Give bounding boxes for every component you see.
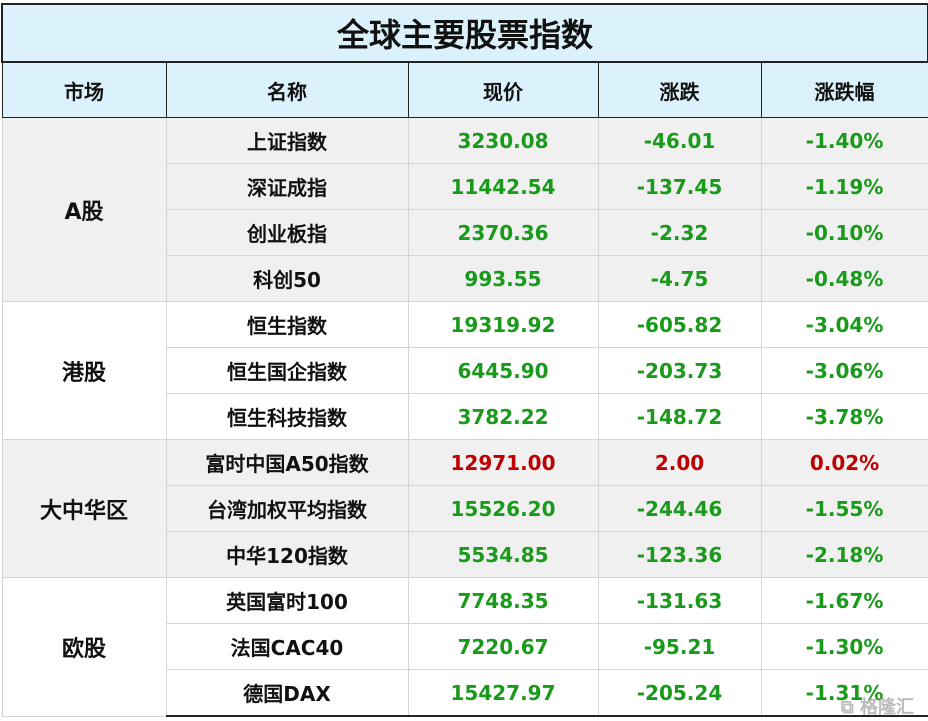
index-name: 上证指数 (165, 117, 409, 164)
table-row: 德国DAX 15427.97 -205.24 -1.31% (2, 669, 928, 717)
table-row: 中华120指数 5534.85 -123.36 -2.18% (2, 531, 928, 578)
table-title: 全球主要股票指数 (0, 3, 928, 63)
index-name: 科创50 (165, 255, 409, 302)
index-name: 英国富时100 (165, 577, 409, 624)
index-name: 富时中国A50指数 (165, 439, 409, 486)
table-row: 深证成指 11442.54 -137.45 -1.19% (2, 163, 928, 210)
index-change: -203.73 (597, 347, 762, 394)
index-pct: -0.10% (760, 209, 928, 256)
market-cell: 欧股 (1, 577, 167, 717)
table-row: A股 上证指数 3230.08 -46.01 -1.40% (1, 117, 928, 302)
table-row: 恒生科技指数 3782.22 -148.72 -3.78% (2, 393, 928, 440)
index-change: 2.00 (597, 439, 762, 486)
header-change: 涨跌 (597, 61, 762, 118)
index-change: -137.45 (597, 163, 762, 210)
index-name: 法国CAC40 (165, 623, 409, 670)
index-pct: -1.19% (760, 163, 928, 210)
index-pct: -2.18% (760, 531, 928, 578)
index-price: 15427.97 (407, 669, 599, 717)
index-price: 3230.08 (407, 117, 599, 164)
header-market: 市场 (1, 61, 167, 118)
table-row: 台湾加权平均指数 15526.20 -244.46 -1.55% (2, 485, 928, 532)
header-row: 市场 名称 现价 涨跌 涨跌幅 (1, 61, 928, 118)
table-row: 大中华区 富时中国A50指数 12971.00 2.00 0.02% (1, 439, 928, 578)
index-price: 7748.35 (407, 577, 599, 624)
index-name: 恒生国企指数 (165, 347, 409, 394)
index-name: 中华120指数 (165, 531, 409, 578)
header-price: 现价 (407, 61, 599, 118)
index-name: 德国DAX (165, 669, 409, 717)
index-price: 993.55 (407, 255, 599, 302)
table-row: 欧股 英国富时100 7748.35 -131.63 -1.67% (1, 577, 928, 717)
market-cell: 港股 (1, 301, 167, 440)
index-price: 6445.90 (407, 347, 599, 394)
index-price: 11442.54 (407, 163, 599, 210)
index-change: -605.82 (597, 301, 762, 348)
index-price: 19319.92 (407, 301, 599, 348)
market-cell: A股 (1, 117, 167, 302)
index-change: -123.36 (597, 531, 762, 578)
index-change: -148.72 (597, 393, 762, 440)
index-name: 恒生指数 (165, 301, 409, 348)
index-pct: -1.31% (760, 669, 928, 717)
index-pct: 0.02% (760, 439, 928, 486)
index-change: -2.32 (597, 209, 762, 256)
index-pct: -1.67% (760, 577, 928, 624)
index-pct: -3.78% (760, 393, 928, 440)
index-pct: -1.55% (760, 485, 928, 532)
market-cell: 大中华区 (1, 439, 167, 578)
index-change: -131.63 (597, 577, 762, 624)
table-row: 法国CAC40 7220.67 -95.21 -1.30% (2, 623, 928, 670)
index-change: -4.75 (597, 255, 762, 302)
index-pct: -1.40% (760, 117, 928, 164)
index-pct: -1.30% (760, 623, 928, 670)
index-pct: -3.06% (760, 347, 928, 394)
table-row: 科创50 993.55 -4.75 -0.48% (2, 255, 928, 302)
index-name: 恒生科技指数 (165, 393, 409, 440)
index-price: 12971.00 (407, 439, 599, 486)
table-row: 港股 恒生指数 19319.92 -605.82 -3.04% (1, 301, 928, 440)
table-row: 创业板指 2370.36 -2.32 -0.10% (2, 209, 928, 256)
stock-index-table: 全球主要股票指数 市场 名称 现价 涨跌 涨跌幅 A股 上证指数 3230.08 -4… (0, 3, 928, 717)
index-change: -95.21 (597, 623, 762, 670)
index-pct: -0.48% (760, 255, 928, 302)
index-name: 台湾加权平均指数 (165, 485, 409, 532)
header-pct: 涨跌幅 (760, 61, 928, 118)
index-price: 3782.22 (407, 393, 599, 440)
index-change: -205.24 (597, 669, 762, 717)
index-price: 15526.20 (407, 485, 599, 532)
index-price: 7220.67 (407, 623, 599, 670)
index-pct: -3.04% (760, 301, 928, 348)
index-name: 深证成指 (165, 163, 409, 210)
index-price: 2370.36 (407, 209, 599, 256)
index-change: -46.01 (597, 117, 762, 164)
header-name: 名称 (165, 61, 409, 118)
index-change: -244.46 (597, 485, 762, 532)
watermark-logo: ⧉ 格隆汇 (840, 697, 914, 718)
index-name: 创业板指 (165, 209, 409, 256)
index-price: 5534.85 (407, 531, 599, 578)
